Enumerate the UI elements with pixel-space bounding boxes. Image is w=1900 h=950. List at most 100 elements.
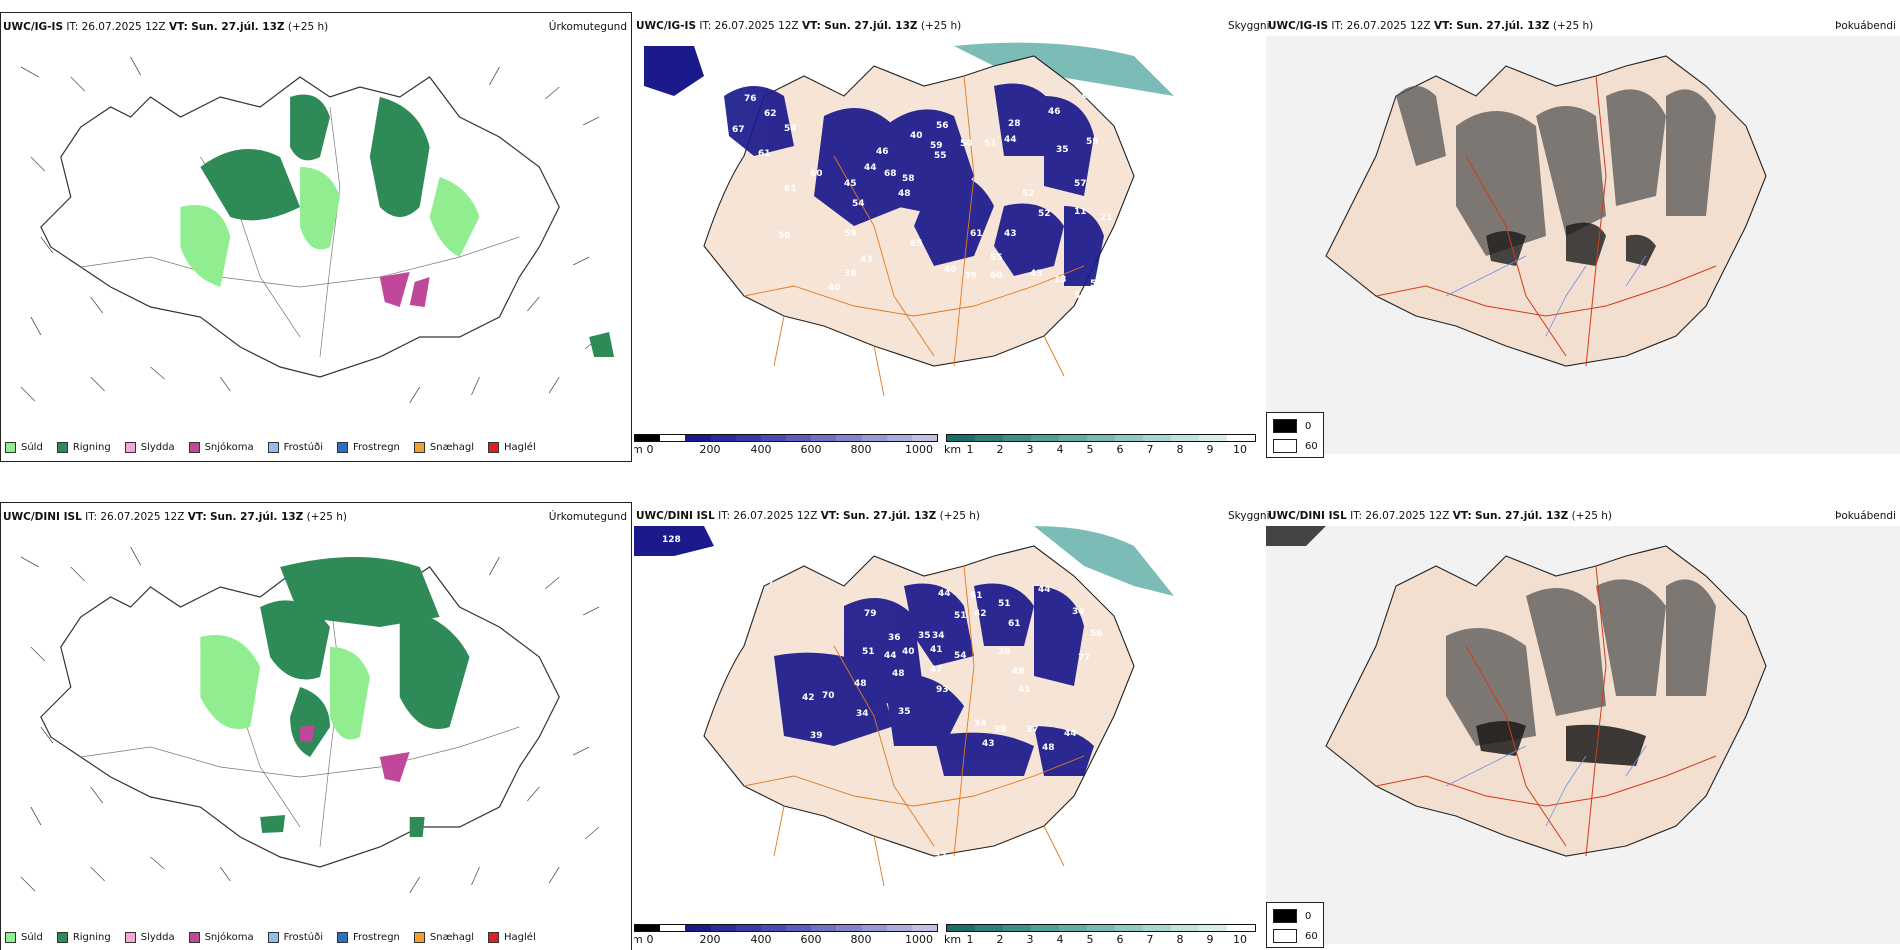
svg-text:70: 70	[822, 691, 835, 701]
init-time-label: IT:	[85, 511, 98, 523]
cloud-base-fill	[774, 583, 1094, 776]
legend-swatch	[488, 932, 500, 943]
colorbar-strip	[634, 924, 938, 932]
forecast-row-dini: UWC/DINI ISL IT: 26.07.2025 12Z VT: Sun.…	[0, 490, 1900, 950]
fog-legend-row: 0	[1273, 419, 1311, 433]
init-time-value: 26.07.2025 12Z	[1346, 20, 1431, 32]
init-time-value: 26.07.2025 12Z	[1365, 510, 1450, 522]
init-time-label: IT:	[1350, 510, 1363, 522]
svg-text:61: 61	[758, 149, 771, 159]
init-time-value: 26.07.2025 12Z	[100, 511, 185, 523]
cloud-base-map: 128 57 79 36 35 34 44 51 42 51 61 34 44 …	[634, 526, 1174, 887]
fog-swatch-white	[1273, 929, 1297, 943]
svg-text:59: 59	[1086, 137, 1099, 147]
precip-type-panel: UWC/IG-IS IT: 26.07.2025 12Z VT: Sun. 27…	[0, 12, 632, 462]
svg-text:43: 43	[1030, 269, 1043, 279]
legend-swatch	[188, 442, 200, 453]
valid-time-label: VT:	[168, 21, 188, 33]
fog-legend-row: 0	[1273, 909, 1311, 923]
visibility-label: Skyggni	[1228, 20, 1270, 32]
legend-swatch	[337, 932, 348, 943]
legend-item-haglel: Haglél	[488, 932, 536, 943]
svg-text:58: 58	[902, 174, 915, 184]
init-time-label: IT:	[718, 510, 731, 522]
svg-text:61: 61	[784, 184, 797, 194]
fog-swatch-white	[1273, 439, 1297, 453]
colorbar-unit: km	[944, 933, 962, 946]
svg-text:58: 58	[1074, 291, 1087, 301]
colorbar-strip	[946, 924, 1256, 932]
svg-text:35: 35	[898, 707, 911, 717]
model-name: UWC/DINI ISL	[1268, 510, 1347, 522]
valid-time-label: VT:	[801, 20, 821, 32]
visibility-colorbar: km 1 2 3 4 5 6 7 8 9 10	[944, 434, 1256, 460]
legend-item-frostudi: Frostúði	[267, 442, 323, 453]
svg-text:39: 39	[964, 271, 977, 281]
svg-text:35: 35	[918, 631, 931, 641]
legend-item-sudd: Súld	[5, 442, 43, 453]
legend-swatch	[56, 932, 68, 943]
colorbar-unit: km	[944, 443, 962, 456]
legend-item-frostregn: Frostregn	[337, 932, 400, 943]
svg-text:40: 40	[944, 265, 957, 275]
svg-text:93: 93	[936, 685, 949, 695]
svg-text:47: 47	[930, 665, 943, 675]
svg-text:68: 68	[884, 169, 897, 179]
svg-text:38: 38	[998, 647, 1011, 657]
lead-time: (+25 h)	[939, 510, 981, 522]
init-time-value: 26.07.2025 12Z	[733, 510, 818, 522]
init-time-label: IT:	[699, 20, 712, 32]
valid-time-value: Sun. 27.júl. 13Z	[843, 510, 937, 522]
fog-legend: 0 60	[1266, 412, 1324, 458]
legend-swatch	[413, 932, 425, 943]
legend-item-snaehagl: Snæhagl	[413, 932, 474, 943]
valid-time-value: Sun. 27.júl. 13Z	[210, 511, 304, 523]
panel-header: UWC/IG-IS IT: 26.07.2025 12Z VT: Sun. 27…	[3, 19, 627, 35]
valid-time-label: VT:	[187, 511, 207, 523]
valid-time-value: Sun. 27.júl. 13Z	[191, 21, 285, 33]
svg-text:52: 52	[1038, 209, 1051, 219]
svg-text:54: 54	[954, 651, 967, 661]
colorbar-unit: m	[634, 933, 643, 946]
fog-map	[1266, 36, 1900, 454]
legend-swatch	[124, 442, 136, 453]
svg-text:48: 48	[1042, 743, 1055, 753]
svg-text:51: 51	[862, 647, 875, 657]
colorbar-strip	[634, 434, 938, 442]
svg-text:51: 51	[984, 139, 997, 149]
svg-text:44: 44	[938, 589, 951, 599]
cloud-base-panel: UWC/DINI ISL IT: 26.07.2025 12Z VT: Sun.…	[634, 502, 1264, 950]
fog-legend-row: 60	[1273, 439, 1318, 453]
fog-dark	[1486, 222, 1656, 266]
lead-time: (+25 h)	[920, 20, 962, 32]
visibility-label: Skyggni	[1228, 510, 1270, 522]
svg-text:42: 42	[802, 693, 815, 703]
svg-text:11: 11	[1074, 207, 1087, 217]
svg-text:32: 32	[934, 851, 947, 861]
legend-swatch	[5, 442, 16, 453]
svg-text:34: 34	[932, 631, 945, 641]
svg-text:38: 38	[994, 725, 1007, 735]
svg-text:46: 46	[876, 147, 889, 157]
model-name: UWC/IG-IS	[636, 20, 697, 32]
svg-text:52: 52	[1022, 189, 1035, 199]
legend-item-snjokoma: Snjókoma	[188, 442, 254, 453]
cloud-base-fill	[724, 83, 1104, 286]
svg-text:50: 50	[778, 231, 791, 241]
svg-text:51: 51	[954, 611, 967, 621]
legend-swatch	[5, 932, 16, 943]
precip-areas	[200, 557, 470, 837]
panel-title: Þokuábendi	[1835, 20, 1896, 32]
svg-text:48: 48	[892, 669, 905, 679]
model-name: UWC/DINI ISL	[3, 511, 82, 523]
legend-item-rigning: Rigning	[56, 932, 111, 943]
svg-text:37: 37	[1026, 725, 1039, 735]
svg-text:55: 55	[990, 253, 1003, 263]
svg-text:42: 42	[974, 609, 987, 619]
panel-title: Úrkomutegund	[548, 511, 627, 523]
svg-text:38: 38	[844, 269, 857, 279]
wind-barbs	[20, 56, 600, 404]
valid-time-label: VT:	[1433, 20, 1453, 32]
fog-map	[1266, 526, 1900, 944]
svg-text:40: 40	[910, 131, 923, 141]
